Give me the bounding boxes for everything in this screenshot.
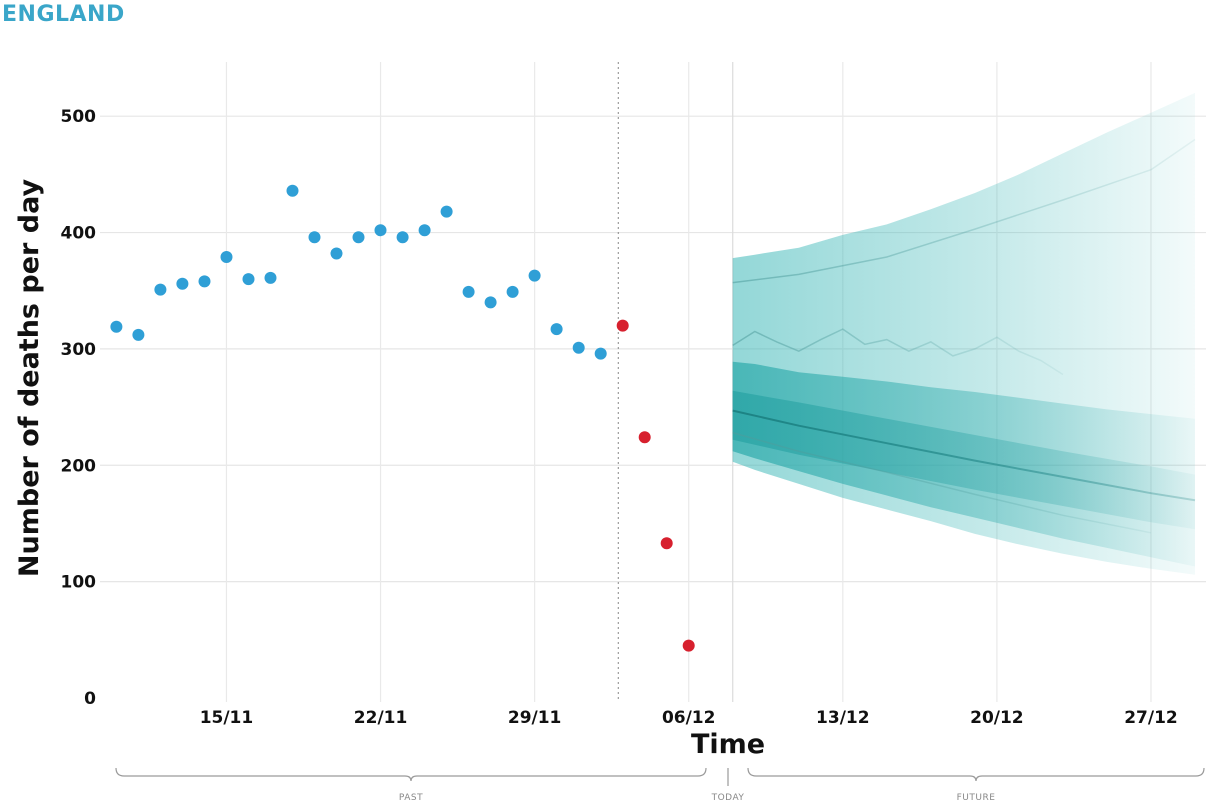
data-point-reported <box>198 275 211 288</box>
data-point-reported <box>462 285 475 298</box>
x-tick-label: 20/12 <box>970 708 1024 728</box>
past-bracket <box>115 767 707 782</box>
data-point-reported <box>220 251 233 263</box>
data-point-reported <box>132 328 145 341</box>
y-tick-label: 0 <box>84 689 96 709</box>
period-brackets: PAST TODAY FUTURE <box>115 767 1205 803</box>
data-point-reported <box>308 231 321 244</box>
data-point-reported <box>110 320 123 333</box>
data-point-reported <box>506 285 519 298</box>
y-tick-label: 300 <box>61 340 97 360</box>
data-point-reported <box>242 273 255 286</box>
data-point-reported <box>154 283 167 296</box>
data-point-reported <box>440 205 453 218</box>
projection-scenario-line <box>732 328 1064 376</box>
data-point-reported <box>418 224 431 237</box>
data-point-reported <box>330 247 343 260</box>
data-point-incomplete <box>638 431 651 444</box>
projection-low-line <box>732 431 1152 534</box>
y-tick-label: 400 <box>61 224 97 244</box>
x-tick-label: 27/12 <box>1124 708 1178 728</box>
x-tick-label: 22/11 <box>354 708 408 728</box>
data-point-incomplete <box>660 537 673 550</box>
data-point-reported <box>374 224 387 237</box>
today-label: TODAY <box>711 793 745 803</box>
data-point-reported <box>264 271 277 284</box>
x-tick-label: 15/11 <box>200 708 254 728</box>
projection-median-line <box>732 409 1196 502</box>
projection-inner-band <box>732 390 1195 530</box>
data-point-reported <box>352 231 365 244</box>
data-point-incomplete <box>682 639 695 652</box>
past-label: PAST <box>399 793 423 803</box>
y-tick-label: 500 <box>61 107 97 127</box>
data-point-incomplete <box>616 319 629 332</box>
data-point-reported <box>572 341 585 354</box>
data-points <box>110 184 695 652</box>
y-axis-label: Number of deaths per day <box>14 179 45 578</box>
future-label: FUTURE <box>957 793 996 803</box>
x-tick-label: 06/12 <box>662 708 716 728</box>
region-title: ENGLAND <box>2 2 125 27</box>
x-axis-label: Time <box>691 729 765 760</box>
y-tick-label: 200 <box>61 456 97 476</box>
projection-fan <box>732 92 1196 575</box>
axis-ticks: 0 100 200 300 400 500 15/11 22/11 29/11 06/12 13/1… <box>61 107 1178 728</box>
data-point-reported <box>176 277 189 290</box>
x-tick-label: 13/12 <box>816 708 870 728</box>
data-point-reported <box>396 231 409 244</box>
x-tick-label: 29/11 <box>508 708 562 728</box>
data-point-reported <box>286 184 299 197</box>
future-bracket <box>747 767 1205 782</box>
projection-upper-line <box>732 138 1196 284</box>
y-tick-label: 100 <box>61 573 97 593</box>
data-point-reported <box>528 269 541 282</box>
data-point-reported <box>484 296 497 309</box>
data-point-reported <box>594 347 607 360</box>
axis-labels: Time Number of deaths per day <box>14 179 765 760</box>
data-point-reported <box>550 323 563 336</box>
